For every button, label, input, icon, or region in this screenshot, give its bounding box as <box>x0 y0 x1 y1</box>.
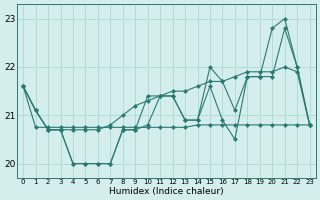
X-axis label: Humidex (Indice chaleur): Humidex (Indice chaleur) <box>109 187 224 196</box>
